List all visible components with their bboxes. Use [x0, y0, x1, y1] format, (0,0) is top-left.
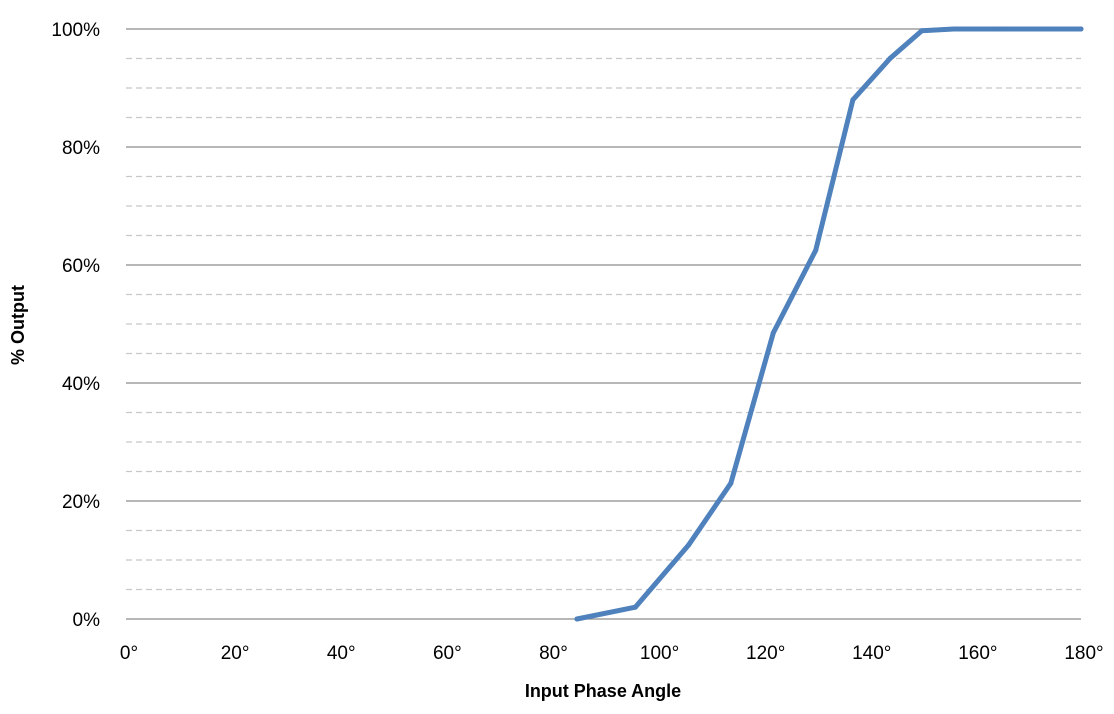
data-point: [632, 604, 638, 610]
x-tick-label: 180°: [1064, 643, 1103, 664]
x-tick-label: 20°: [221, 643, 250, 664]
data-point: [998, 26, 1004, 32]
y-tick-label: 100%: [51, 20, 100, 41]
x-axis-tick-labels: 0° 20° 40° 60° 80° 100° 120° 140° 160° 180°: [120, 643, 1104, 664]
y-tick-label: 60%: [62, 256, 100, 277]
x-tick-label: 100°: [640, 643, 679, 664]
y-tick-label: 80%: [62, 138, 100, 159]
x-tick-label: 80°: [539, 643, 568, 664]
data-point: [850, 97, 856, 103]
data-point: [887, 56, 893, 61]
y-tick-label: 20%: [62, 492, 100, 513]
data-point: [951, 26, 957, 32]
y-tick-label: 0%: [73, 610, 101, 631]
x-axis-title: Input Phase Angle: [525, 681, 681, 701]
data-point: [574, 616, 580, 622]
x-tick-label: 0°: [120, 643, 138, 664]
x-tick-label: 160°: [958, 643, 997, 664]
data-point: [685, 542, 691, 548]
y-axis-title: % Output: [8, 285, 28, 365]
data-point: [919, 28, 925, 34]
x-tick-label: 40°: [327, 643, 356, 664]
series-line: [574, 26, 1084, 622]
x-tick-label: 60°: [433, 643, 462, 664]
data-point: [1078, 26, 1084, 32]
minor-gridlines: [126, 57, 1081, 591]
y-axis-tick-labels: 0% 20% 40% 60% 80% 100%: [51, 20, 100, 631]
x-tick-label: 120°: [746, 643, 785, 664]
data-point: [770, 330, 776, 336]
major-gridlines: [126, 28, 1081, 620]
series-layer: [574, 26, 1084, 622]
y-tick-label: 40%: [62, 374, 100, 395]
data-point: [813, 247, 819, 253]
data-point: [728, 480, 734, 486]
x-tick-label: 140°: [852, 643, 891, 664]
